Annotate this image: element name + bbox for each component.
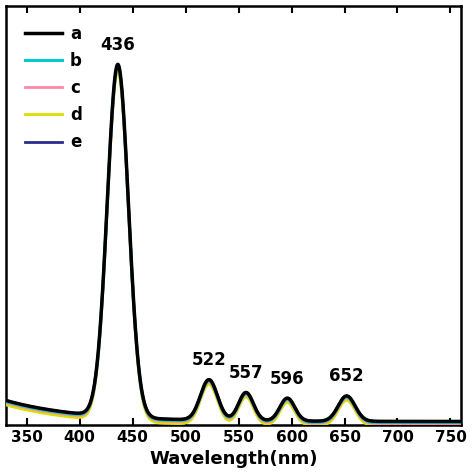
Text: 522: 522 (191, 351, 226, 369)
Text: 436: 436 (100, 36, 135, 54)
Text: 557: 557 (228, 364, 264, 382)
Text: 596: 596 (270, 370, 305, 388)
Text: 652: 652 (329, 367, 364, 385)
Legend: a, b, c, d, e: a, b, c, d, e (18, 18, 89, 158)
X-axis label: Wavelength(nm): Wavelength(nm) (149, 450, 318, 468)
